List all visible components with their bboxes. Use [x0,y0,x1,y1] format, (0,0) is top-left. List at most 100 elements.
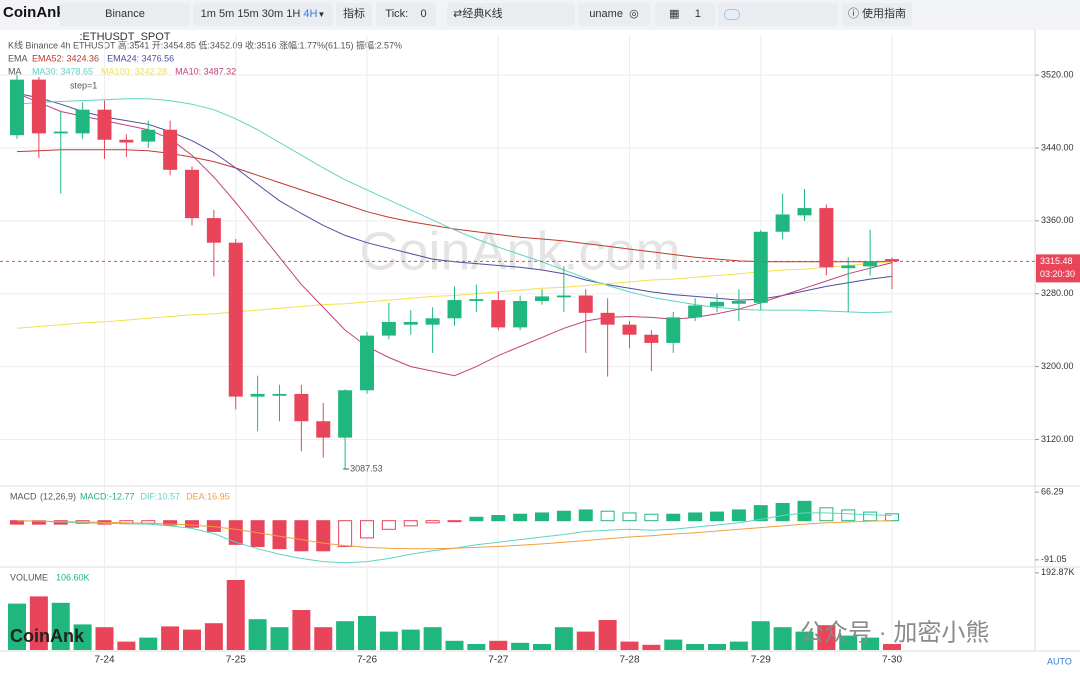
candle-body [381,321,396,336]
wechat-mark: 公众号 · 加密小熊 [800,619,989,646]
candle-body [447,300,462,319]
candle-body [535,296,549,301]
interval[interactable]: 5m [218,8,235,20]
indicator-line [16,98,893,314]
volume-bar [686,644,705,650]
volume-bar [817,625,836,650]
candle-body [666,317,681,343]
candle-body [731,300,746,304]
macd-bar [622,512,637,522]
macd-bar [316,520,331,552]
candle-body [469,299,484,301]
interval[interactable]: 4H [303,8,318,20]
volume-bar [117,641,136,650]
candle-body [10,79,24,136]
logo[interactable]: CoinAnk [3,4,65,21]
volume-bar [642,644,661,650]
volume-bar [576,631,595,650]
candle-body [819,208,834,268]
y-tick-label: 3120.00 [1041,434,1074,444]
volume-bar [292,610,311,650]
dropdown-icon[interactable]: ▼ [317,10,326,19]
candle-body [425,318,440,325]
macd-bar [381,520,396,530]
volume-bar [533,644,551,650]
indicator[interactable]: 指标 [336,3,372,26]
panel-title: MACD [10,491,37,501]
toggle[interactable] [718,3,838,26]
macd-bar [163,520,178,526]
x-tick-label: 7-29 [751,655,771,666]
volume-bar [883,644,901,650]
candle-body [97,109,112,140]
auto-button[interactable]: AUTO [1047,656,1072,666]
candle-body [338,390,353,438]
candle-body [797,208,812,216]
y-tick-label: 3360.00 [1041,215,1074,225]
chart-style[interactable]: ⇄经典K线 [447,3,575,26]
legend-ema: EMA [8,53,28,63]
layout[interactable]: ▦ 1 [655,3,715,26]
macd-bar [578,509,593,522]
y-tick-label: -91.05 [1041,554,1067,564]
candle-body [228,242,243,397]
background [0,30,1080,677]
candle-body [31,79,46,134]
candle-body [141,129,156,142]
macd-bar [294,520,309,552]
macd-bar [556,510,571,522]
macd-bar [272,520,287,550]
interval[interactable]: 1m [200,8,216,20]
candle-body [622,324,637,335]
guide[interactable]: ⓘ 使用指南 [842,3,912,26]
volume-bar [161,626,180,650]
macd-bar [360,520,374,539]
x-tick-label: 7-30 [882,655,902,666]
volume-bar [773,627,792,650]
tick-value[interactable]: 0 [420,8,427,20]
user[interactable]: uname ◎ [578,3,650,26]
volume-bar [270,627,289,650]
intervals: 1m 5m 15m 30m 1H 4H▼ [193,3,333,26]
candle-body [53,131,68,134]
legend-entry: EMA24: 3476.56 [107,53,174,63]
macd-bar [513,513,528,522]
volume-bar [226,580,245,650]
volume-bar [795,631,814,650]
macd-bar [885,513,899,522]
panel-title: VOLUME [10,572,48,582]
x-tick-label: 7-27 [488,655,508,666]
interval[interactable]: 30m [261,8,284,20]
layout-count[interactable]: 1 [694,8,701,20]
volume-bar [29,596,48,650]
macd-bar [403,520,418,527]
watermark: CoinAnk.com [359,221,680,281]
x-tick-label: 7-24 [94,655,114,666]
macd-bar [731,509,746,522]
candle-body [272,393,287,396]
panel-subtitle: (12,26,9) [40,491,76,501]
interval[interactable]: 1H [286,8,301,20]
chart-style-label[interactable]: 经典K线 [462,8,503,20]
symbol[interactable]: Binance :ETHUSDT_SPOT [60,3,190,43]
macd-bar [469,516,484,522]
toolbar: CoinAnk Binance :ETHUSDT_SPOT 1m 5m 15m … [0,0,1080,43]
macd-bar [863,511,878,522]
user-name[interactable]: uname [589,8,623,20]
macd-bar [338,520,353,548]
legend-entry: MA100: 3242.28 [101,66,167,76]
candle-body [775,214,790,232]
interval[interactable]: 15m [237,8,259,20]
volume-bar [8,603,26,650]
volume-bar [248,619,267,650]
macd-bar [775,502,790,522]
candle-body [578,295,593,313]
candle-body [600,312,615,325]
guide-label[interactable]: 使用指南 [862,8,907,20]
legend-entry: MA30: 3478.65 [32,66,93,76]
last-price-box [1036,254,1080,283]
macd-bar [688,512,703,522]
volume-bar [314,627,333,650]
macd-bar [535,512,549,522]
